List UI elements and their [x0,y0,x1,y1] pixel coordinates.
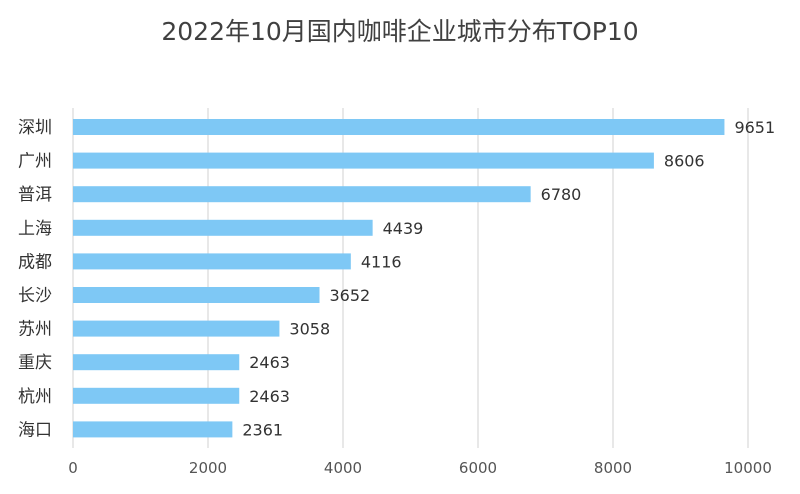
category-label: 重庆 [18,353,52,373]
data-label: 2463 [249,387,290,406]
bar-0 [73,119,725,135]
x-tick-label: 8000 [594,459,632,477]
x-tick-label: 2000 [189,459,227,477]
bar-4 [73,253,351,270]
x-tick-label: 10000 [724,459,772,477]
data-label: 6780 [541,185,582,204]
data-label: 3058 [289,320,330,339]
category-label: 普洱 [18,185,52,205]
x-tick-label: 4000 [324,459,362,477]
data-label: 8606 [664,152,705,171]
labels: 0 2000 4000 6000 8000 10000 深圳 9651 广州 8606 普洱 6780… [18,118,775,477]
data-label: 3652 [330,286,371,305]
category-label: 上海 [18,219,52,239]
category-label: 广州 [18,152,52,172]
data-label: 2463 [249,353,290,372]
data-label: 4439 [383,219,424,238]
data-label: 9651 [734,118,775,137]
chart-title: 2022年10月国内咖啡企业城市分布TOP10 [161,17,639,46]
data-label: 4116 [361,252,402,271]
bar-9 [73,421,233,438]
x-tick-label: 0 [68,459,78,477]
category-label: 杭州 [18,387,52,407]
data-label: 2361 [242,420,283,439]
bar-3 [73,219,373,236]
category-label: 成都 [18,252,52,272]
category-label: 长沙 [18,286,52,306]
bar-6 [73,320,280,337]
category-label: 深圳 [18,118,52,138]
x-tick-label: 6000 [459,459,497,477]
category-label: 苏州 [18,320,52,340]
bar-8 [73,387,240,404]
bar-5 [73,287,320,303]
bar-1 [73,152,654,169]
bars [73,119,725,438]
bar-2 [73,186,531,203]
bar-7 [73,354,240,371]
category-label: 海口 [18,420,52,440]
